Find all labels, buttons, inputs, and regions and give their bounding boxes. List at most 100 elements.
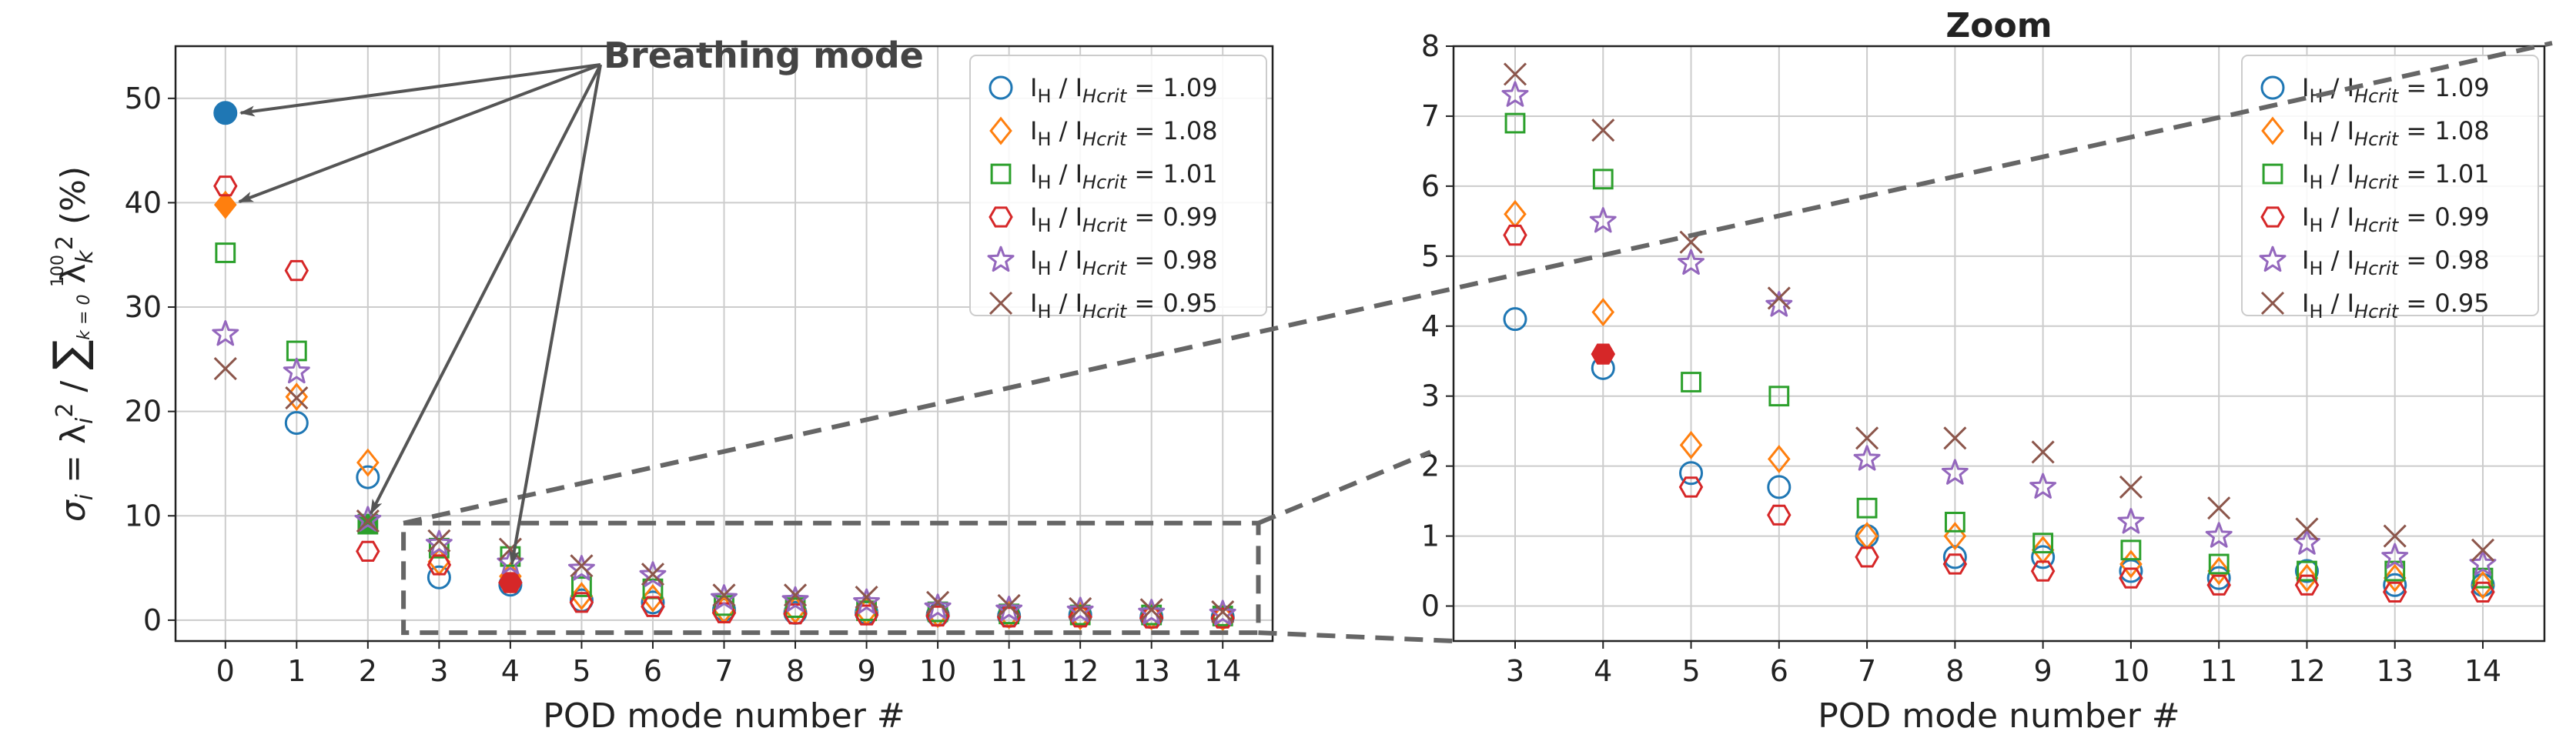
right-point-s2 bbox=[1768, 386, 1790, 407]
right-ytick-label: 5 bbox=[1421, 239, 1440, 273]
right-xtick-label: 14 bbox=[2464, 654, 2501, 688]
left-point-s0 bbox=[213, 101, 238, 125]
right-point-s0 bbox=[2294, 559, 2319, 583]
left-point-s0 bbox=[284, 411, 309, 436]
left-legend-marker bbox=[989, 116, 1012, 145]
right-point-s4 bbox=[1853, 445, 1881, 471]
left-point-s4 bbox=[853, 588, 880, 614]
right-xtick-label: 7 bbox=[1858, 654, 1876, 688]
right-point-s2 bbox=[1944, 512, 1965, 533]
left-legend-entry: IH / IHcrit = 0.99 bbox=[1030, 202, 1218, 236]
left-point-s0 bbox=[427, 565, 451, 589]
left-xlabel: POD mode number # bbox=[543, 696, 905, 736]
breathing-mode-label: Breathing mode bbox=[604, 35, 924, 76]
right-xtick-label: 10 bbox=[2113, 654, 2149, 688]
right-point-s2 bbox=[2297, 560, 2317, 582]
left-point-s1 bbox=[356, 448, 380, 477]
breathing-mode-annotation: Breathing mode bbox=[237, 35, 924, 566]
left-point-s4 bbox=[711, 584, 738, 610]
right-point-s1 bbox=[2295, 563, 2319, 593]
left-point-s4 bbox=[283, 357, 310, 384]
right-legend-marker bbox=[2260, 75, 2285, 100]
left-point-s0 bbox=[356, 465, 380, 489]
left-point-s5 bbox=[855, 585, 878, 609]
left-point-s4 bbox=[568, 555, 595, 581]
breathing-mode-arrow bbox=[370, 64, 602, 515]
left-ytick-label: 0 bbox=[143, 603, 162, 637]
left-point-s5 bbox=[641, 563, 665, 586]
left-legend-entry: IH / IHcrit = 1.01 bbox=[1030, 159, 1218, 193]
right-ytick-label: 6 bbox=[1421, 169, 1440, 203]
left-xtick-label: 1 bbox=[287, 654, 306, 688]
left-xtick-label: 10 bbox=[919, 654, 956, 688]
right-point-s3 bbox=[2294, 574, 2320, 596]
right-legend-marker bbox=[2262, 163, 2283, 185]
right-point-s5 bbox=[1503, 62, 1527, 86]
right-legend-entry: IH / IHcrit = 1.08 bbox=[2302, 116, 2490, 150]
left-point-s2 bbox=[571, 576, 592, 597]
left-xtick-label: 13 bbox=[1133, 654, 1170, 688]
right-point-s4 bbox=[1765, 291, 1793, 317]
left-point-s2 bbox=[215, 242, 236, 263]
right-legend-entry: IH / IHcrit = 0.98 bbox=[2302, 245, 2490, 279]
right-ytick-label: 8 bbox=[1421, 29, 1440, 63]
right-point-s3 bbox=[1942, 553, 1968, 575]
left-point-s4 bbox=[1066, 596, 1094, 623]
right-point-s4 bbox=[2381, 543, 2409, 569]
left-point-s5 bbox=[1139, 598, 1163, 622]
right-legend-entry: IH / IHcrit = 0.99 bbox=[2302, 202, 2490, 236]
right-point-s1 bbox=[2207, 556, 2230, 586]
right-point-s1 bbox=[1679, 430, 1703, 459]
left-xtick-label: 5 bbox=[572, 654, 590, 688]
left-point-s3 bbox=[996, 606, 1022, 628]
left-point-s4 bbox=[639, 561, 667, 587]
left-legend-marker bbox=[990, 163, 1012, 185]
left-point-s4 bbox=[995, 596, 1023, 622]
right-xtick-label: 9 bbox=[2034, 654, 2052, 688]
left-ylabel: σi = λi2 / ∑k = 0 λk2 (%) bbox=[43, 166, 99, 522]
left-legend-entry: IH / IHcrit = 0.95 bbox=[1030, 289, 1218, 322]
left-ytick-label: 20 bbox=[125, 395, 162, 429]
right-point-s5 bbox=[2207, 496, 2231, 520]
right-legend-marker bbox=[2260, 206, 2285, 228]
zoom-region-box bbox=[401, 520, 1261, 636]
right-point-s0 bbox=[1942, 545, 1967, 569]
breathing-mode-arrow bbox=[509, 64, 602, 566]
left-point-s4 bbox=[781, 586, 809, 613]
right-legend-entry: IH / IHcrit = 0.95 bbox=[2302, 289, 2490, 322]
left-xtick-label: 12 bbox=[1062, 654, 1099, 688]
right-point-s3 bbox=[1767, 504, 1791, 526]
right-ytick-label: 4 bbox=[1421, 309, 1440, 343]
right-point-s4 bbox=[1501, 81, 1529, 107]
right-point-s5 bbox=[1943, 426, 1967, 450]
right-legend bbox=[2241, 55, 2539, 316]
left-point-s5 bbox=[783, 583, 808, 607]
left-legend-entry: IH / IHcrit = 1.09 bbox=[1030, 73, 1218, 107]
left-xtick-label: 4 bbox=[501, 654, 520, 688]
left-xtick-label: 2 bbox=[359, 654, 377, 688]
right-point-s3 bbox=[2030, 560, 2056, 582]
left-point-s3 bbox=[427, 554, 452, 576]
right-xtick-label: 5 bbox=[1681, 654, 1700, 688]
right-point-s4 bbox=[2029, 473, 2057, 499]
right-point-s2 bbox=[2120, 539, 2142, 561]
right-legend-entry: IH / IHcrit = 1.09 bbox=[2302, 73, 2490, 107]
right-point-s3 bbox=[2471, 581, 2495, 603]
left-point-s1 bbox=[641, 583, 664, 613]
left-point-s5 bbox=[997, 593, 1021, 617]
left-point-s4 bbox=[212, 320, 239, 346]
left-point-s5 bbox=[427, 529, 451, 553]
left-point-s5 bbox=[285, 386, 309, 410]
left-xtick-label: 8 bbox=[786, 654, 805, 688]
right-point-s2 bbox=[1856, 497, 1878, 519]
left-legend-marker bbox=[987, 245, 1015, 272]
right-xtick-label: 4 bbox=[1594, 654, 1612, 688]
right-xtick-label: 8 bbox=[1945, 654, 1964, 688]
right-xtick-label: 3 bbox=[1506, 654, 1524, 688]
zoom-connector-top bbox=[403, 41, 2553, 526]
left-point-s2 bbox=[428, 537, 450, 559]
left-point-s4 bbox=[354, 506, 382, 532]
left-point-s0 bbox=[641, 590, 665, 615]
